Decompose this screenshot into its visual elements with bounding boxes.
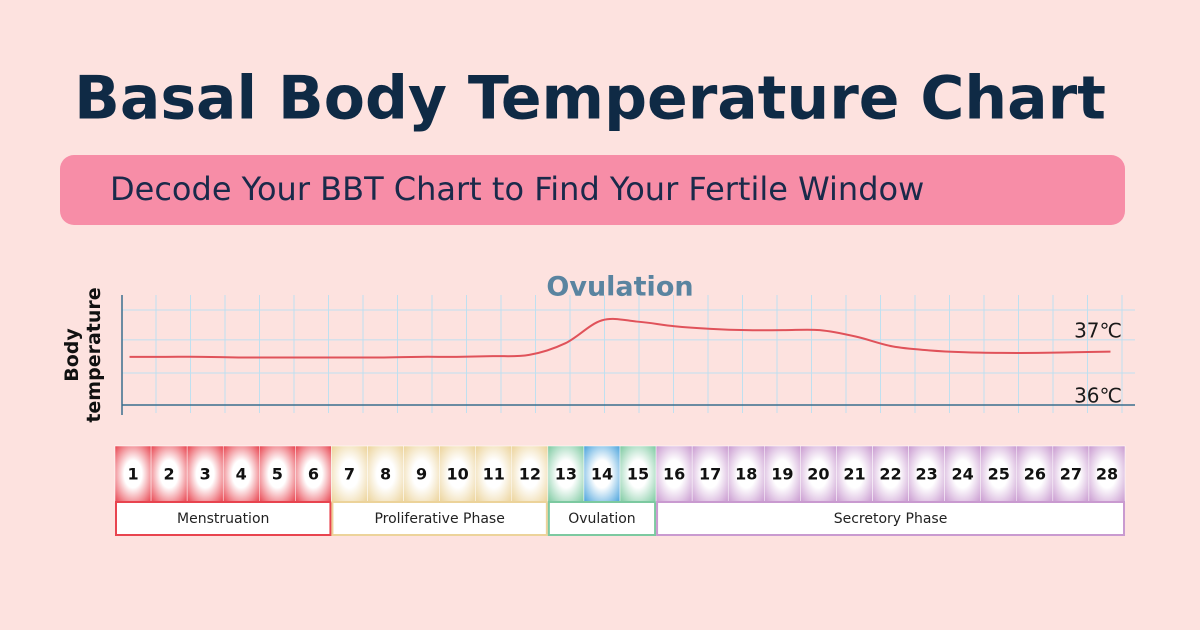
day-label: 22: [879, 465, 901, 484]
day-label: 15: [627, 465, 649, 484]
day-cell: [1088, 445, 1126, 503]
day-cell: [764, 445, 801, 503]
day-label: 27: [1060, 465, 1082, 484]
day-cell: [944, 445, 981, 503]
day-label: 20: [807, 465, 829, 484]
day-cell: [583, 445, 621, 503]
temperature-line: [129, 317, 1111, 359]
day-label: 18: [735, 465, 757, 484]
day-label: 3: [200, 465, 211, 484]
phase-label: Secretory Phase: [834, 511, 948, 527]
day-cell: [403, 445, 440, 503]
day-label: 23: [915, 465, 937, 484]
day-cell: [367, 445, 404, 503]
day-label: 16: [663, 465, 685, 484]
day-label: 11: [483, 465, 505, 484]
day-cell: [150, 445, 188, 503]
day-label: 28: [1096, 465, 1118, 484]
day-label: 8: [380, 465, 391, 484]
title: Basal Body Temperature Chart: [74, 64, 1106, 134]
day-cell: [511, 445, 549, 503]
phase-label: Proliferative Phase: [374, 511, 504, 527]
day-label: 14: [591, 465, 613, 484]
subtitle: Decode Your BBT Chart to Find Your Ferti…: [110, 170, 924, 208]
day-label: 7: [344, 465, 355, 484]
grid: [122, 295, 1135, 413]
day-cell: [114, 445, 152, 503]
day-cell: [186, 445, 224, 503]
day-label: 2: [164, 465, 175, 484]
day-cell: [908, 445, 945, 503]
day-cell: [655, 445, 693, 503]
annotation: Ovulation: [546, 272, 693, 303]
y-axis-label: Bodytemperature: [61, 287, 105, 422]
day-label: 6: [308, 465, 319, 484]
day-cell: [439, 445, 476, 503]
day-label: 4: [236, 465, 247, 484]
day-label: 25: [988, 465, 1010, 484]
day-label: 9: [416, 465, 427, 484]
day-label: 10: [447, 465, 469, 484]
day-cell: [980, 445, 1018, 503]
day-cell: [691, 445, 729, 503]
day-label: 19: [771, 465, 793, 484]
phase-box: [547, 501, 657, 536]
subtitle-band: [60, 155, 1125, 225]
day-cell: [800, 445, 837, 503]
phase-label: Menstruation: [177, 511, 269, 527]
day-cell: [1052, 445, 1090, 503]
phase-box: [656, 501, 1125, 536]
day-cell: [259, 445, 296, 503]
day-label: 17: [699, 465, 721, 484]
day-label: 12: [519, 465, 541, 484]
y-tick-label: 36℃: [1074, 384, 1122, 408]
day-cell: [547, 445, 585, 503]
day-cell: [872, 445, 909, 503]
y-tick-label: 37℃: [1074, 318, 1122, 342]
day-label: 13: [555, 465, 577, 484]
day-label: 26: [1024, 465, 1046, 484]
day-label: 1: [127, 465, 138, 484]
phase-box: [331, 501, 548, 536]
day-label: 21: [843, 465, 865, 484]
day-cell: [619, 445, 657, 503]
phase-label: Ovulation: [568, 511, 635, 527]
day-label: 24: [952, 465, 974, 484]
day-label: 5: [272, 465, 283, 484]
phase-box: [115, 501, 332, 536]
